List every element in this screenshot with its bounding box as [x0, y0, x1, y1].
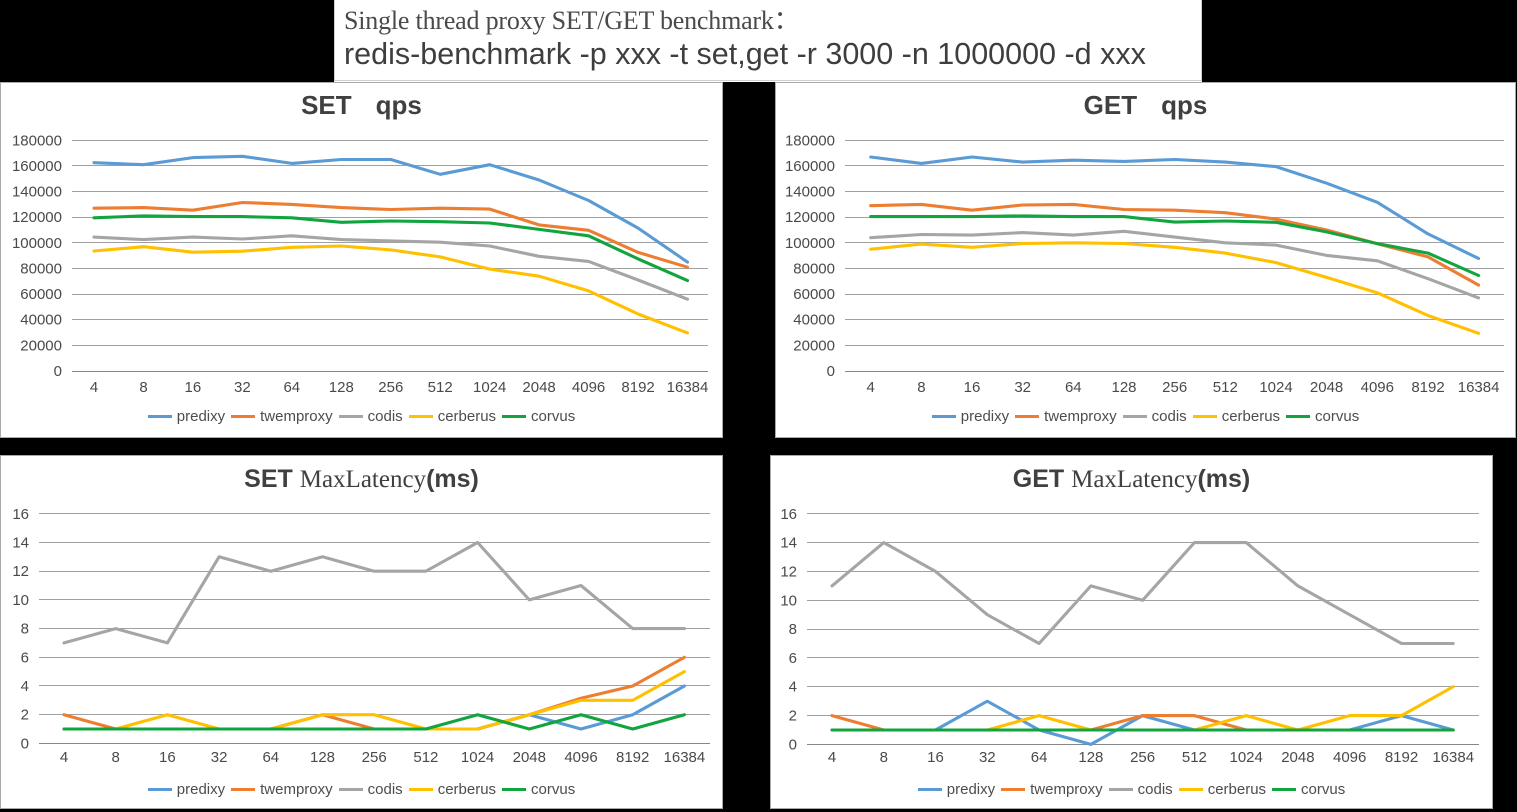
svg-text:80000: 80000: [793, 261, 835, 278]
svg-text:2: 2: [21, 707, 29, 724]
svg-text:160000: 160000: [785, 158, 835, 175]
svg-text:1024: 1024: [473, 379, 506, 396]
svg-text:100000: 100000: [785, 235, 835, 252]
svg-text:8192: 8192: [1411, 379, 1444, 396]
svg-text:80000: 80000: [20, 261, 62, 278]
svg-text:4096: 4096: [1361, 379, 1394, 396]
svg-text:256: 256: [362, 749, 387, 766]
svg-text:4: 4: [867, 379, 875, 396]
svg-text:2048: 2048: [522, 379, 555, 396]
svg-text:512: 512: [1182, 749, 1207, 766]
svg-text:140000: 140000: [12, 184, 62, 201]
svg-text:8: 8: [139, 379, 147, 396]
svg-text:0: 0: [789, 736, 797, 753]
svg-text:16384: 16384: [667, 379, 709, 396]
svg-text:256: 256: [1162, 379, 1187, 396]
svg-text:14: 14: [780, 535, 797, 552]
svg-text:32: 32: [979, 749, 996, 766]
svg-text:512: 512: [1213, 379, 1238, 396]
svg-text:12: 12: [780, 563, 797, 580]
svg-text:8192: 8192: [616, 749, 649, 766]
svg-text:16384: 16384: [664, 749, 706, 766]
svg-text:8: 8: [21, 621, 29, 638]
svg-text:20000: 20000: [20, 337, 62, 354]
svg-text:4: 4: [21, 678, 29, 695]
svg-text:4: 4: [789, 679, 797, 696]
svg-text:14: 14: [12, 535, 29, 552]
svg-text:2: 2: [789, 708, 797, 725]
svg-text:128: 128: [329, 379, 354, 396]
svg-text:120000: 120000: [785, 209, 835, 226]
svg-text:64: 64: [1065, 379, 1082, 396]
svg-text:2048: 2048: [1310, 379, 1343, 396]
svg-text:128: 128: [1111, 379, 1136, 396]
svg-text:0: 0: [827, 363, 835, 380]
svg-text:1024: 1024: [461, 749, 494, 766]
svg-text:20000: 20000: [793, 337, 835, 354]
svg-text:4: 4: [90, 379, 98, 396]
svg-text:16: 16: [185, 379, 202, 396]
svg-text:16: 16: [927, 749, 944, 766]
svg-text:180000: 180000: [785, 132, 835, 149]
svg-text:64: 64: [1031, 749, 1048, 766]
svg-text:256: 256: [378, 379, 403, 396]
svg-text:16: 16: [964, 379, 981, 396]
svg-text:32: 32: [234, 379, 251, 396]
svg-text:140000: 140000: [785, 184, 835, 201]
svg-text:1024: 1024: [1259, 379, 1292, 396]
svg-text:8: 8: [917, 379, 925, 396]
svg-text:16384: 16384: [1432, 749, 1474, 766]
svg-text:16384: 16384: [1458, 379, 1500, 396]
svg-text:4096: 4096: [1333, 749, 1366, 766]
svg-text:8: 8: [789, 621, 797, 638]
svg-text:40000: 40000: [793, 312, 835, 329]
svg-text:12: 12: [12, 563, 29, 580]
svg-text:16: 16: [159, 749, 176, 766]
svg-text:4096: 4096: [572, 379, 605, 396]
svg-text:60000: 60000: [20, 286, 62, 303]
svg-text:120000: 120000: [12, 209, 62, 226]
svg-text:6: 6: [789, 650, 797, 667]
svg-text:256: 256: [1130, 749, 1155, 766]
svg-text:8: 8: [112, 749, 120, 766]
svg-text:160000: 160000: [12, 158, 62, 175]
svg-text:16: 16: [780, 506, 797, 523]
svg-text:64: 64: [283, 379, 300, 396]
svg-text:32: 32: [211, 749, 228, 766]
svg-text:512: 512: [413, 749, 438, 766]
svg-text:10: 10: [12, 592, 29, 609]
svg-text:16: 16: [12, 506, 29, 523]
svg-text:0: 0: [54, 363, 62, 380]
svg-text:4: 4: [828, 749, 836, 766]
svg-text:0: 0: [21, 735, 29, 752]
svg-text:128: 128: [310, 749, 335, 766]
svg-text:100000: 100000: [12, 235, 62, 252]
svg-text:8192: 8192: [1385, 749, 1418, 766]
svg-text:6: 6: [21, 649, 29, 666]
svg-text:8192: 8192: [621, 379, 654, 396]
svg-text:128: 128: [1078, 749, 1103, 766]
svg-text:2048: 2048: [513, 749, 546, 766]
svg-text:1024: 1024: [1230, 749, 1263, 766]
svg-text:10: 10: [780, 592, 797, 609]
svg-text:4: 4: [60, 749, 68, 766]
svg-text:180000: 180000: [12, 132, 62, 149]
svg-text:512: 512: [428, 379, 453, 396]
svg-text:32: 32: [1014, 379, 1031, 396]
svg-text:2048: 2048: [1281, 749, 1314, 766]
svg-text:60000: 60000: [793, 286, 835, 303]
svg-text:64: 64: [262, 749, 279, 766]
svg-text:8: 8: [880, 749, 888, 766]
svg-text:40000: 40000: [20, 312, 62, 329]
svg-text:4096: 4096: [564, 749, 597, 766]
